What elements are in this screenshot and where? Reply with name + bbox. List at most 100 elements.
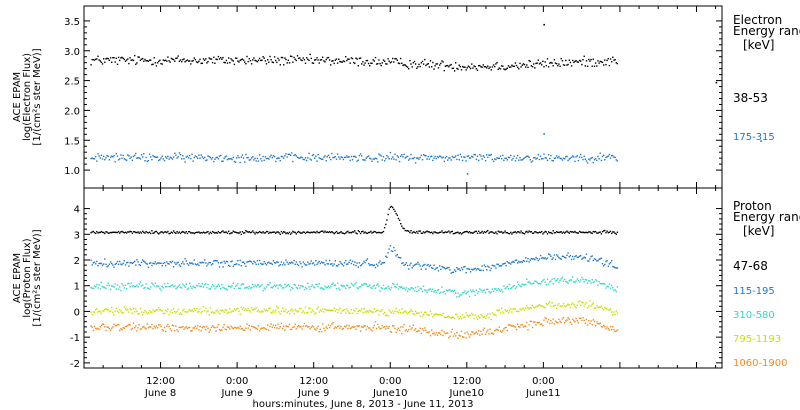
data-point (552, 283, 554, 285)
data-point (569, 230, 572, 233)
data-point (405, 329, 408, 331)
data-point (498, 157, 500, 159)
data-point (530, 65, 533, 67)
data-point (331, 231, 333, 233)
data-point (241, 283, 244, 285)
data-point (576, 304, 578, 306)
data-point (311, 262, 314, 265)
data-point (417, 312, 419, 314)
data-point (558, 281, 560, 284)
data-point (577, 256, 580, 258)
data-point (312, 286, 315, 288)
data-point (506, 285, 508, 288)
data-point (411, 267, 413, 269)
data-point (309, 307, 311, 310)
data-point (327, 285, 330, 287)
data-point (481, 66, 483, 68)
data-point (608, 231, 611, 233)
data-point (369, 264, 371, 266)
data-point (191, 287, 193, 289)
data-point (486, 315, 488, 317)
data-point (500, 265, 503, 267)
data-point (273, 284, 276, 286)
data-point (377, 63, 379, 65)
data-point (510, 263, 512, 265)
data-point (213, 260, 215, 262)
data-point (194, 59, 197, 61)
data-point (272, 286, 275, 288)
data-point (455, 155, 457, 157)
data-point (469, 271, 472, 273)
series-310-580 (90, 276, 619, 298)
data-point (585, 279, 588, 281)
data-point (608, 329, 611, 331)
data-point (366, 232, 369, 235)
data-point (127, 154, 129, 156)
data-point (303, 158, 306, 161)
data-point (586, 260, 589, 262)
data-point (457, 337, 459, 339)
data-point (111, 285, 113, 287)
data-point (609, 58, 612, 60)
data-point (254, 284, 256, 286)
data-point (402, 156, 404, 158)
data-point (443, 69, 445, 72)
data-point (270, 323, 272, 325)
data-point (440, 62, 442, 65)
x-tick-date: June10 (372, 388, 408, 399)
data-point (410, 309, 412, 311)
data-point (107, 155, 109, 157)
data-point (482, 64, 484, 66)
data-point (97, 55, 99, 57)
data-point (315, 260, 317, 262)
data-point (508, 233, 511, 235)
data-point (448, 315, 450, 317)
data-point (426, 63, 428, 66)
data-point (134, 260, 136, 263)
data-point (478, 159, 480, 162)
data-point (98, 284, 100, 286)
data-point (374, 310, 377, 313)
data-point (203, 284, 206, 286)
data-point (230, 58, 232, 60)
data-point (166, 311, 168, 313)
data-point (121, 230, 123, 233)
data-point (346, 231, 348, 233)
data-point (378, 326, 380, 328)
data-point (221, 58, 223, 60)
data-point (97, 153, 99, 155)
data-point (562, 280, 565, 282)
data-point (307, 261, 309, 263)
data-point (432, 232, 434, 235)
data-point (567, 252, 569, 254)
data-point (355, 328, 357, 330)
data-point (159, 309, 161, 311)
data-point (234, 57, 237, 59)
data-point (502, 154, 504, 157)
data-point (171, 324, 174, 326)
data-point (504, 309, 506, 311)
data-point (154, 156, 156, 158)
data-point (606, 260, 608, 262)
data-point (234, 231, 237, 233)
y-tick-label: 3 (74, 230, 80, 241)
data-point (567, 159, 569, 162)
data-point (452, 335, 455, 337)
data-point (467, 65, 470, 67)
data-point (444, 268, 447, 270)
data-point (527, 231, 529, 234)
data-point (361, 63, 363, 65)
data-point (242, 59, 245, 61)
data-point (270, 286, 272, 289)
data-point (300, 285, 302, 287)
data-point (601, 263, 604, 265)
data-point (161, 155, 163, 157)
data-point (182, 283, 184, 285)
data-point (514, 308, 517, 310)
data-point (398, 309, 401, 311)
data-point (396, 214, 398, 216)
data-point (287, 325, 289, 328)
data-point (486, 154, 488, 156)
data-point (611, 311, 613, 313)
data-point (539, 231, 542, 234)
